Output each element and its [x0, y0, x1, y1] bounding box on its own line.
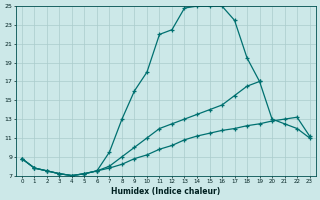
- X-axis label: Humidex (Indice chaleur): Humidex (Indice chaleur): [111, 187, 220, 196]
